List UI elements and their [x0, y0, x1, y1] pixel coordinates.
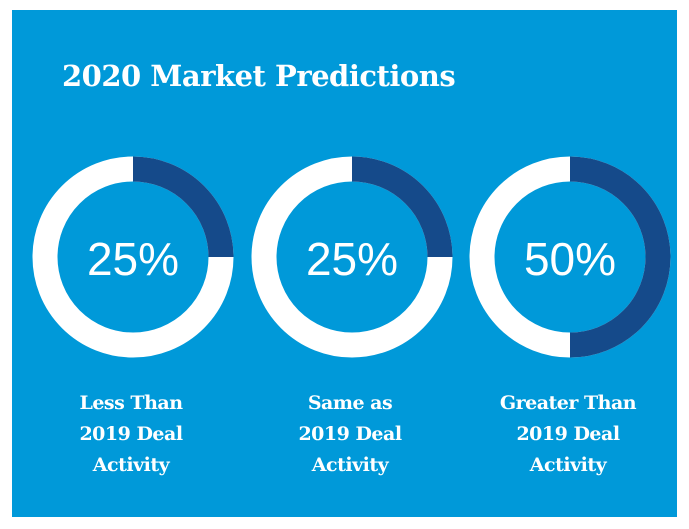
panel: [12, 10, 677, 517]
category-label: Activity: [92, 454, 171, 476]
category-label: 2019 Deal: [79, 423, 182, 445]
category-label: 2019 Deal: [516, 423, 619, 445]
donut-arc: [132, 156, 234, 258]
category-label: Same as: [308, 392, 392, 414]
value-label: 25%: [87, 233, 179, 285]
chart-title: 2020 Market Predictions: [62, 59, 455, 93]
category-label: Less Than: [79, 392, 183, 414]
value-label: 25%: [306, 233, 398, 285]
donut-arc: [351, 156, 453, 258]
category-label: Activity: [529, 454, 608, 476]
category-label: 2019 Deal: [298, 423, 401, 445]
category-label: Activity: [311, 454, 390, 476]
donut-arc: [569, 156, 671, 358]
value-label: 50%: [524, 233, 616, 285]
category-label: Greater Than: [500, 392, 637, 414]
